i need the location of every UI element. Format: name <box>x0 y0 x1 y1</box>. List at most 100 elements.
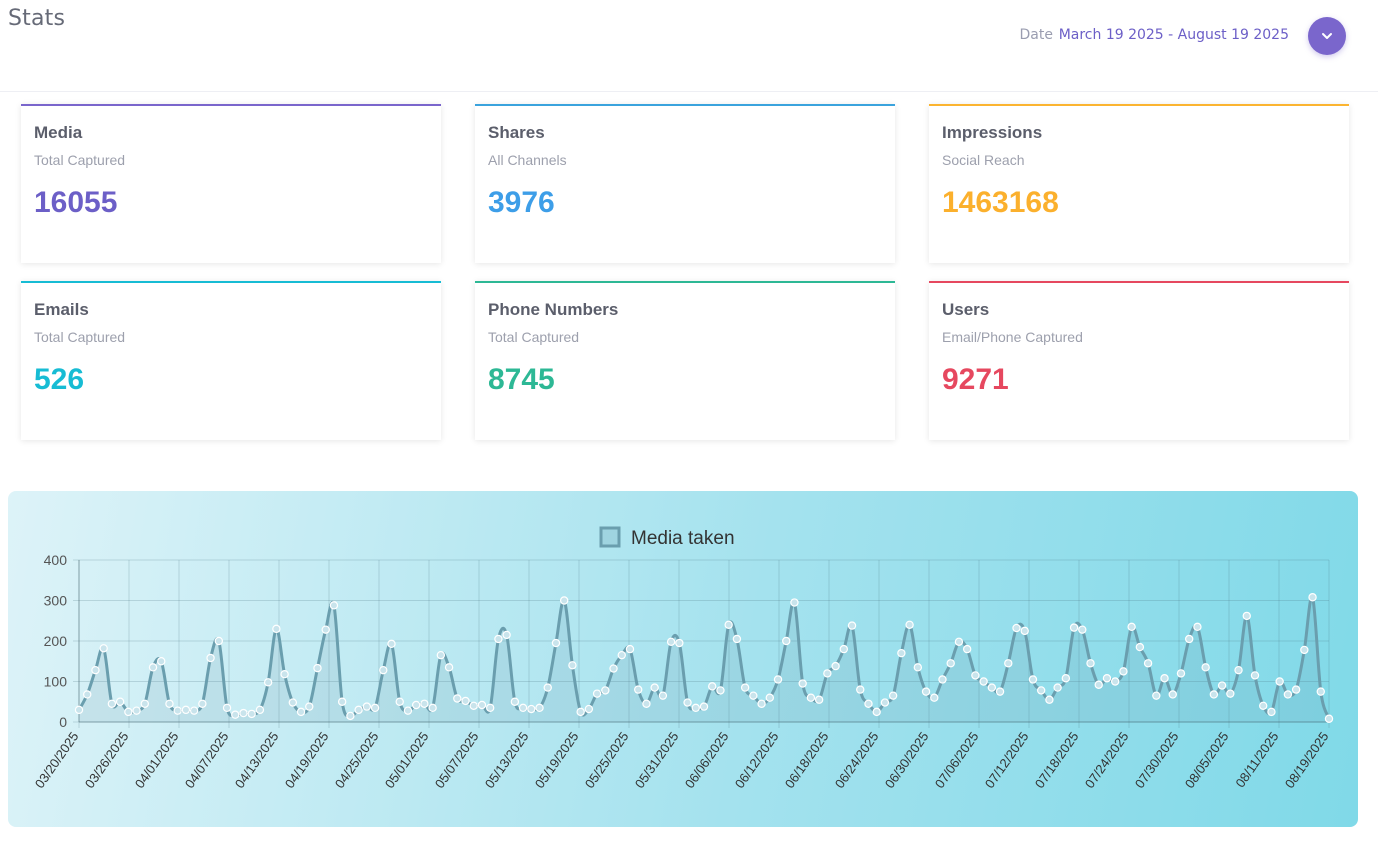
data-point <box>1143 659 1153 668</box>
card-subtitle: Email/Phone Captured <box>942 329 1083 345</box>
card-title: Users <box>942 300 990 319</box>
users-card: Users Email/Phone Captured 9271 <box>929 281 1349 440</box>
data-point <box>749 691 758 700</box>
x-tick-label: 06/18/2025 <box>782 729 832 791</box>
data-point <box>469 701 478 710</box>
data-point <box>420 699 429 708</box>
data-point <box>1168 690 1177 699</box>
data-point <box>74 705 84 715</box>
data-point <box>428 703 437 713</box>
card-title: Emails <box>34 300 89 319</box>
date-dropdown-button[interactable] <box>1308 17 1346 55</box>
data-point <box>1152 691 1161 700</box>
data-point <box>1069 623 1079 632</box>
data-point <box>921 687 931 696</box>
data-point <box>601 686 610 695</box>
data-point <box>157 657 166 666</box>
data-point <box>1259 701 1268 710</box>
data-point <box>247 709 256 719</box>
data-point <box>115 697 125 706</box>
data-point <box>831 661 840 671</box>
data-point <box>1028 675 1038 684</box>
x-tick-label: 08/19/2025 <box>1282 729 1332 791</box>
x-tick-label: 05/07/2025 <box>432 729 482 791</box>
data-point <box>625 644 635 654</box>
data-point <box>568 661 577 670</box>
card-title: Impressions <box>942 123 1043 142</box>
data-point <box>782 636 791 646</box>
x-tick-label: 05/13/2025 <box>482 729 532 791</box>
y-tick-label: 0 <box>59 714 67 730</box>
data-point <box>1102 674 1112 683</box>
data-point <box>971 671 980 680</box>
x-tick-label: 07/12/2025 <box>982 729 1032 791</box>
data-point <box>189 706 199 715</box>
data-point <box>337 697 347 706</box>
card-subtitle: Total Captured <box>34 329 126 345</box>
data-point <box>658 691 668 700</box>
data-point <box>231 710 240 719</box>
date-label: Date <box>1019 27 1053 43</box>
data-point <box>1275 677 1284 686</box>
date-range-value[interactable]: March 19 2025 - August 19 2025 <box>1058 27 1289 43</box>
data-point <box>395 697 404 706</box>
data-point <box>411 700 421 710</box>
data-point <box>91 665 100 675</box>
data-point <box>370 703 380 713</box>
data-point <box>716 686 725 695</box>
data-point <box>1020 626 1029 636</box>
x-tick-label: 04/19/2025 <box>282 729 332 791</box>
card-value: 8745 <box>488 363 555 396</box>
data-point <box>576 707 585 717</box>
top-bar: Stats Date March 19 2025 - August 19 202… <box>0 0 1378 92</box>
data-point <box>592 689 602 698</box>
x-tick-label: 04/01/2025 <box>132 729 182 791</box>
data-point <box>1110 677 1120 686</box>
data-point <box>1234 665 1243 675</box>
data-point <box>1176 669 1186 678</box>
data-point <box>272 624 281 634</box>
data-point <box>263 678 273 687</box>
data-point <box>140 699 149 708</box>
data-point <box>518 703 528 713</box>
data-point <box>453 694 462 703</box>
data-point <box>329 601 339 610</box>
y-tick-label: 200 <box>44 633 68 649</box>
x-tick-label: 06/30/2025 <box>882 729 932 791</box>
data-point <box>650 683 659 692</box>
page-title: Stats <box>8 6 66 31</box>
x-tick-label: 06/24/2025 <box>832 729 882 791</box>
data-point <box>1217 681 1227 690</box>
y-tick-label: 300 <box>44 593 68 609</box>
data-point <box>1283 690 1293 699</box>
data-point <box>551 638 561 648</box>
card-value: 9271 <box>942 363 1009 396</box>
data-point <box>494 634 503 644</box>
card-title: Shares <box>488 123 545 142</box>
x-tick-label: 06/12/2025 <box>732 729 782 791</box>
data-point <box>1267 707 1276 717</box>
data-point <box>1004 659 1013 668</box>
data-point <box>527 704 536 714</box>
data-point <box>124 707 133 717</box>
x-tick-label: 05/31/2025 <box>632 729 682 791</box>
data-point <box>1184 634 1194 644</box>
x-tick-label: 03/20/2025 <box>32 729 82 791</box>
data-point <box>1300 645 1309 655</box>
data-point <box>99 644 108 653</box>
card-value: 1463168 <box>942 186 1059 219</box>
x-tick-label: 07/24/2025 <box>1082 729 1132 791</box>
data-point <box>814 695 824 704</box>
data-point <box>995 687 1005 696</box>
data-point <box>296 707 306 717</box>
data-point <box>905 620 914 629</box>
data-point <box>461 696 470 706</box>
data-point <box>198 699 207 708</box>
x-tick-label: 07/30/2025 <box>1132 729 1182 791</box>
card-subtitle: Total Captured <box>34 152 126 168</box>
data-point <box>913 663 923 672</box>
data-point <box>847 621 857 630</box>
x-tick-label: 03/26/2025 <box>82 729 132 791</box>
data-point <box>732 634 742 644</box>
data-point <box>839 644 849 654</box>
